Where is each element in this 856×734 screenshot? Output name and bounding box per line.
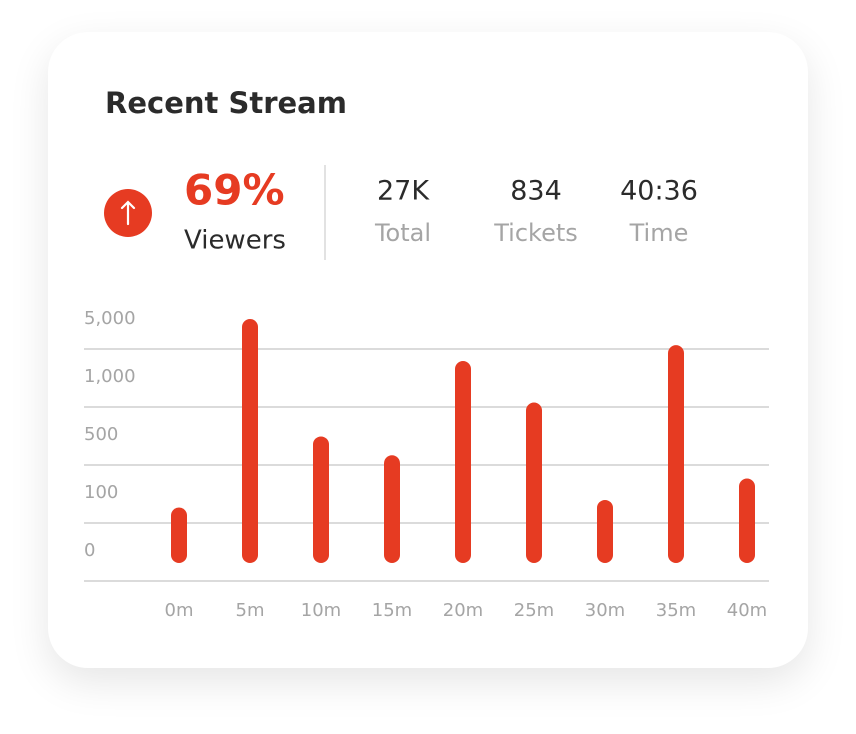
y-tick-label: 100 <box>84 482 118 503</box>
stat-label: Time <box>629 219 689 247</box>
stat-value: 834 <box>510 176 562 207</box>
x-tick-label: 25m <box>514 600 554 621</box>
highlight-label: Viewers <box>184 226 286 256</box>
x-tick-label: 30m <box>585 600 625 621</box>
stat-value: 40:36 <box>620 176 698 207</box>
x-tick-label: 15m <box>372 600 412 621</box>
bar <box>171 507 187 563</box>
bar <box>313 436 329 563</box>
arrow-up <box>120 200 136 226</box>
y-tick-label: 5,000 <box>84 308 136 329</box>
stat-label: Total <box>374 219 431 247</box>
x-tick-label: 10m <box>301 600 341 621</box>
highlight-value: 69% <box>184 166 285 215</box>
stat-value: 27K <box>377 176 430 207</box>
x-tick-label: 35m <box>656 600 696 621</box>
x-tick-label: 5m <box>236 600 265 621</box>
bar <box>597 499 613 563</box>
bar <box>384 455 400 563</box>
y-tick-label: 500 <box>84 424 118 445</box>
stat-label: Tickets <box>493 219 578 247</box>
x-tick-label: 40m <box>727 600 767 621</box>
y-tick-label: 1,000 <box>84 366 136 387</box>
y-tick-label: 0 <box>84 540 95 561</box>
bar <box>739 478 755 563</box>
x-tick-label: 0m <box>165 600 194 621</box>
bar <box>668 345 684 563</box>
card-title: Recent Stream <box>105 86 347 120</box>
bar <box>526 402 542 563</box>
bar <box>242 319 258 563</box>
x-tick-label: 20m <box>443 600 483 621</box>
bar <box>455 361 471 563</box>
